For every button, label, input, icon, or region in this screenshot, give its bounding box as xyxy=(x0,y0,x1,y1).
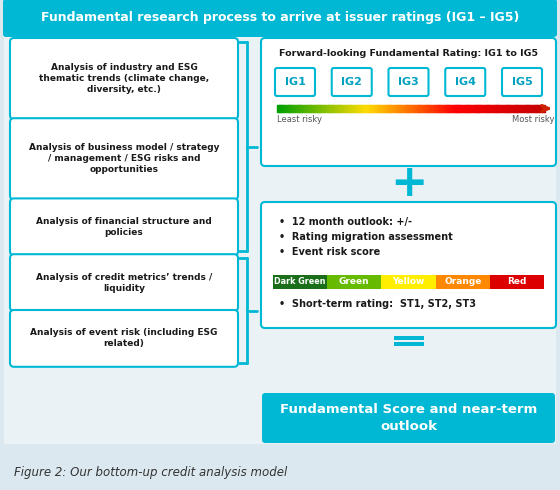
Bar xyxy=(381,275,436,289)
FancyBboxPatch shape xyxy=(445,68,486,96)
Bar xyxy=(394,336,423,340)
Text: •  12 month outlook: +/-: • 12 month outlook: +/- xyxy=(279,217,412,227)
Text: Analysis of financial structure and
policies: Analysis of financial structure and poli… xyxy=(36,217,212,237)
FancyBboxPatch shape xyxy=(502,68,542,96)
Text: IG5: IG5 xyxy=(512,77,533,87)
Bar xyxy=(436,275,490,289)
FancyBboxPatch shape xyxy=(261,38,556,166)
Bar xyxy=(273,275,327,289)
FancyBboxPatch shape xyxy=(262,393,555,443)
Text: IG1: IG1 xyxy=(284,77,305,87)
Text: Red: Red xyxy=(507,277,526,287)
Text: Analysis of industry and ESG
thematic trends (climate change,
diversity, etc.): Analysis of industry and ESG thematic tr… xyxy=(39,63,209,94)
Text: Green: Green xyxy=(339,277,370,287)
FancyBboxPatch shape xyxy=(10,254,238,311)
Text: Most risky: Most risky xyxy=(511,115,554,124)
Text: Analysis of event risk (including ESG
related): Analysis of event risk (including ESG re… xyxy=(30,328,218,348)
FancyBboxPatch shape xyxy=(10,310,238,367)
Text: Yellow: Yellow xyxy=(393,277,424,287)
Text: •  Event risk score: • Event risk score xyxy=(279,247,380,257)
Bar xyxy=(327,275,381,289)
FancyBboxPatch shape xyxy=(10,118,238,199)
Text: •  Short-term rating:  ST1, ST2, ST3: • Short-term rating: ST1, ST2, ST3 xyxy=(279,299,476,309)
Text: Forward-looking Fundamental Rating: IG1 to IG5: Forward-looking Fundamental Rating: IG1 … xyxy=(279,49,538,58)
Text: Least risky: Least risky xyxy=(277,115,322,124)
Text: Orange: Orange xyxy=(444,277,482,287)
Bar xyxy=(394,342,423,346)
Text: Dark Green: Dark Green xyxy=(274,277,326,287)
Text: •  Rating migration assessment: • Rating migration assessment xyxy=(279,232,452,242)
Text: Figure 2: Our bottom-up credit analysis model: Figure 2: Our bottom-up credit analysis … xyxy=(14,466,287,479)
Text: IG4: IG4 xyxy=(455,77,476,87)
FancyBboxPatch shape xyxy=(261,202,556,328)
Text: Fundamental research process to arrive at issuer ratings (IG1 – IG5): Fundamental research process to arrive a… xyxy=(41,11,519,24)
Text: Analysis of credit metrics’ trends /
liquidity: Analysis of credit metrics’ trends / liq… xyxy=(36,272,212,293)
Text: IG3: IG3 xyxy=(398,77,419,87)
Text: +: + xyxy=(390,163,427,205)
FancyBboxPatch shape xyxy=(389,68,428,96)
FancyBboxPatch shape xyxy=(275,68,315,96)
Bar xyxy=(490,275,544,289)
FancyBboxPatch shape xyxy=(332,68,372,96)
FancyBboxPatch shape xyxy=(3,0,557,37)
Text: Fundamental Score and near-term
outlook: Fundamental Score and near-term outlook xyxy=(280,403,537,433)
FancyBboxPatch shape xyxy=(10,38,238,119)
Text: Analysis of business model / strategy
/ management / ESG risks and
opportunities: Analysis of business model / strategy / … xyxy=(29,143,220,174)
FancyBboxPatch shape xyxy=(4,34,556,444)
FancyBboxPatch shape xyxy=(10,198,238,255)
Text: IG2: IG2 xyxy=(341,77,362,87)
